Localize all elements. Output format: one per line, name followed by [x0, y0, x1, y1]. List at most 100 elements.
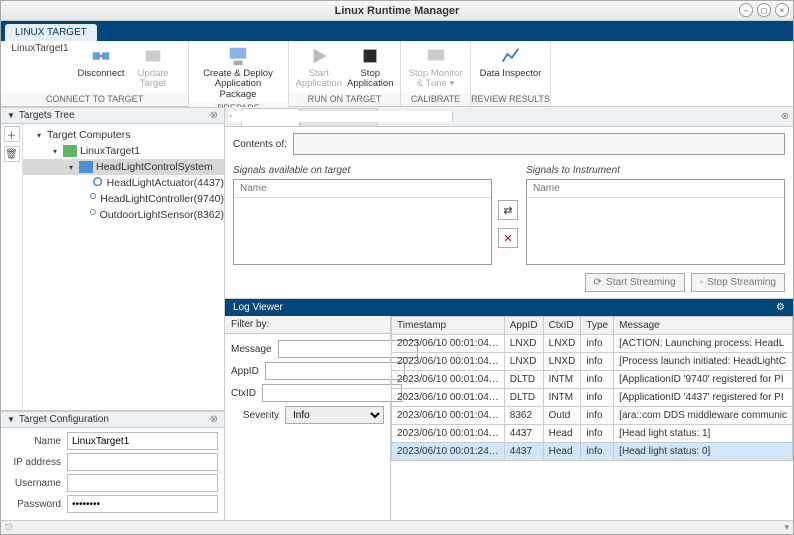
ribbon-group-connect: LinuxTarget1 Disconnect Update Target CO…: [1, 41, 189, 106]
ip-label: IP address: [7, 457, 61, 468]
log-viewer-title: Log Viewer: [233, 302, 283, 313]
log-cell: [Head light status: 0]: [614, 443, 793, 461]
log-viewer-gear-icon[interactable]: ⚙: [776, 302, 785, 313]
filter-appid-input[interactable]: [265, 362, 405, 380]
log-col-header[interactable]: Timestamp: [392, 317, 505, 335]
signals-available-filter[interactable]: [234, 180, 491, 198]
log-col-header[interactable]: CtxID: [543, 317, 581, 335]
log-filter-panel: Filter by: Message AppID CtxID SeverityI…: [225, 316, 391, 520]
add-target-button[interactable]: ＋: [4, 126, 20, 142]
log-cell: info: [581, 389, 614, 407]
refresh-icon: ⟳: [594, 277, 602, 288]
circle-icon: [90, 209, 97, 221]
monitor-icon: [425, 45, 447, 67]
signals-instrument-filter[interactable]: [527, 180, 784, 198]
status-left-icon: ⎋: [5, 522, 12, 533]
tabs-options-left-icon[interactable]: ◦: [229, 111, 453, 122]
signals-instrument-col: Signals to Instrument: [526, 165, 785, 265]
tree-item[interactable]: OutdoorLightSensor(8362): [23, 207, 224, 223]
minimize-button[interactable]: –: [739, 3, 753, 17]
stop-icon: [359, 45, 381, 67]
app-window: Linux Runtime Manager – ◻ × LINUX TARGET…: [0, 0, 794, 535]
start-application-button[interactable]: Start Application: [293, 43, 345, 92]
log-col-header[interactable]: Message: [614, 317, 793, 335]
status-bar: ⎋ ▾: [1, 520, 793, 534]
tree-root[interactable]: ▾ Target Computers: [23, 127, 224, 143]
log-row[interactable]: 2023/06/10 00:01:04…DLTDINTMinfo[Applica…: [392, 389, 793, 407]
log-cell: 2023/06/10 00:01:04…: [392, 407, 505, 425]
filter-severity-label: Severity: [231, 410, 279, 421]
log-row[interactable]: 2023/06/10 00:01:04…LNXDLNXDinfo[ACTION:…: [392, 335, 793, 353]
tree-item[interactable]: ▾LinuxTarget1: [23, 143, 224, 159]
log-row[interactable]: 2023/06/10 00:01:24…4437Headinfo[Head li…: [392, 443, 793, 461]
close-button[interactable]: ×: [775, 3, 789, 17]
update-icon: [142, 45, 164, 67]
body: ▼Targets Tree ⊗ ＋ 🗑 ▾ Target Computers ▾…: [1, 107, 793, 520]
maximize-button[interactable]: ◻: [757, 3, 771, 17]
target-config-close-icon[interactable]: ⊗: [210, 414, 218, 425]
signals-instrument-list[interactable]: [526, 179, 785, 265]
start-streaming-button[interactable]: ⟳Start Streaming: [585, 273, 685, 292]
log-cell: 2023/06/10 00:01:04…: [392, 353, 505, 371]
password-label: Password: [7, 499, 61, 510]
target-config-form: Name IP address Username Password: [1, 428, 224, 520]
signals-available-col: Signals available on target: [233, 165, 492, 265]
tree-item[interactable]: ▾HeadLightControlSystem: [23, 159, 224, 175]
contents-of-box: [293, 133, 785, 155]
window-buttons: – ◻ ×: [739, 3, 789, 17]
log-cell: LNXD: [543, 353, 581, 371]
log-cell: DLTD: [504, 371, 543, 389]
create-deploy-button[interactable]: Create & Deploy Application Package: [193, 43, 283, 102]
username-field[interactable]: [67, 474, 218, 492]
stop-application-button[interactable]: Stop Application: [345, 43, 397, 92]
log-cell: 2023/06/10 00:01:24…: [392, 443, 505, 461]
log-cell: INTM: [543, 371, 581, 389]
tree-body[interactable]: ▾ Target Computers ▾LinuxTarget1▾HeadLig…: [23, 124, 224, 410]
ip-field[interactable]: [67, 453, 218, 471]
data-inspector-button[interactable]: Data Inspector: [475, 43, 546, 81]
contents-of-label: Contents of:: [233, 139, 287, 150]
name-field[interactable]: [67, 432, 218, 450]
filter-ctxid-label: CtxID: [231, 388, 256, 399]
log-row[interactable]: 2023/06/10 00:01:04…4437Headinfo[Head li…: [392, 425, 793, 443]
log-row[interactable]: 2023/06/10 00:01:04…DLTDINTMinfo[Applica…: [392, 371, 793, 389]
log-row[interactable]: 2023/06/10 00:01:04…8362Outdinfo[ara::co…: [392, 407, 793, 425]
filter-severity-select[interactable]: Info: [285, 406, 384, 424]
update-target-button[interactable]: Update Target: [127, 43, 179, 92]
signals-available-label: Signals available on target: [233, 165, 492, 176]
stop-monitor-tune-button[interactable]: Stop Monitor & Tune ▾: [405, 43, 466, 92]
name-label: Name: [7, 436, 61, 447]
tree-item[interactable]: HeadLightActuator(4437): [23, 175, 224, 191]
tab-linux-target[interactable]: LINUX TARGET: [5, 24, 97, 41]
tree-item-label: HeadLightControlSystem: [96, 161, 213, 173]
delete-target-button[interactable]: 🗑: [4, 146, 20, 162]
tabs-options-right-icon[interactable]: ⊗: [781, 111, 789, 122]
signals-available-list[interactable]: [233, 179, 492, 265]
log-cell: [ApplicationID '4437' registered for PI: [614, 389, 793, 407]
main-tabstrip: LINUX TARGET: [1, 21, 793, 41]
tree-item-label: LinuxTarget1: [80, 145, 140, 157]
disconnect-button[interactable]: Disconnect: [75, 43, 127, 81]
stop-streaming-button[interactable]: ◦Stop Streaming: [691, 273, 785, 292]
filter-ctxid-input[interactable]: [262, 384, 402, 402]
targets-tree: ＋ 🗑 ▾ Target Computers ▾LinuxTarget1▾Hea…: [1, 124, 224, 410]
log-table-container[interactable]: TimestampAppIDCtxIDTypeMessage 2023/06/1…: [391, 316, 793, 520]
inspector-icon: [500, 45, 522, 67]
disconnect-icon: [90, 45, 112, 67]
target-config-title: Target Configuration: [19, 414, 109, 425]
log-row[interactable]: 2023/06/10 00:01:04…LNXDLNXDinfo[Process…: [392, 353, 793, 371]
move-right-button[interactable]: ⇄: [498, 200, 518, 220]
filter-message-label: Message: [231, 344, 272, 355]
current-target-label: LinuxTarget1: [5, 43, 75, 54]
log-cell: [ACTION: Launching process: HeadL: [614, 335, 793, 353]
tree-item-label: HeadLightController(9740): [100, 193, 224, 205]
log-col-header[interactable]: Type: [581, 317, 614, 335]
right-column: ◦ Signals Parameters ⊗ Contents of: Sign…: [225, 107, 793, 520]
remove-button[interactable]: ✕: [498, 228, 518, 248]
log-col-header[interactable]: AppID: [504, 317, 543, 335]
password-field[interactable]: [67, 495, 218, 513]
circle-icon: [93, 177, 104, 189]
signals-panel: Contents of: Signals available on target…: [225, 127, 793, 299]
tree-item[interactable]: HeadLightController(9740): [23, 191, 224, 207]
targets-tree-close-icon[interactable]: ⊗: [210, 110, 218, 121]
